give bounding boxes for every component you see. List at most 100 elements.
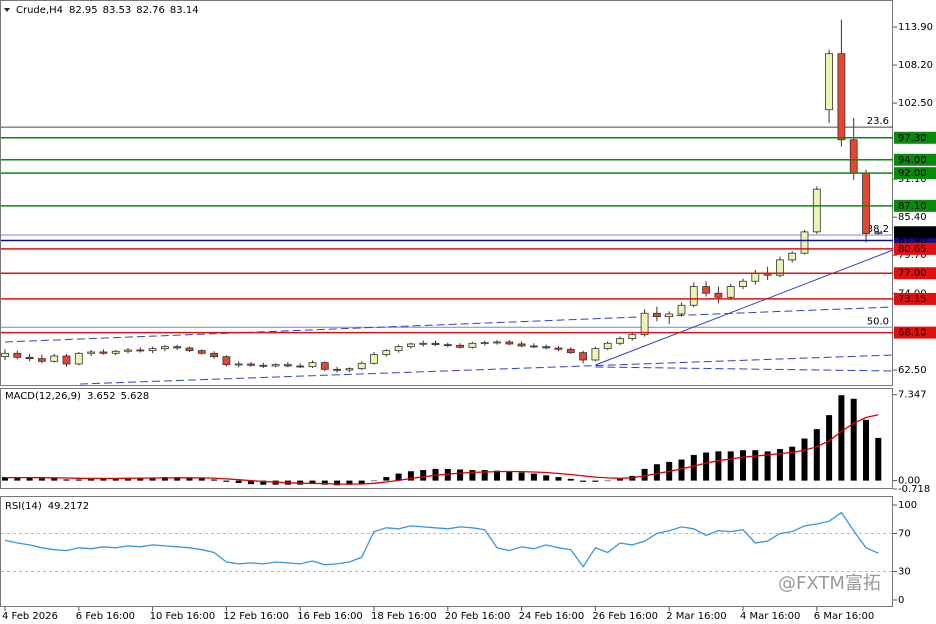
x-tick-label: 20 Feb 16:00: [445, 611, 511, 622]
macd-panel: [0, 388, 893, 489]
rsi-panel: [0, 496, 893, 607]
candle-body: [702, 286, 710, 294]
candle-body: [628, 334, 637, 340]
y-tick-label: 85.40: [898, 212, 927, 223]
level-label: 92.00: [898, 168, 927, 179]
candle-body: [111, 350, 120, 354]
macd-bar: [752, 450, 759, 481]
candle-body: [530, 345, 538, 348]
low: 82.76: [136, 5, 165, 16]
level-box: [894, 167, 936, 180]
rsi-title: RSI(14) 49.2172: [5, 501, 89, 512]
macd-bar: [481, 470, 488, 481]
candle-body: [653, 312, 661, 318]
macd-bar: [469, 470, 476, 481]
macd-bar: [641, 468, 648, 481]
y-tick-label: 0.00: [898, 476, 920, 487]
candle-body: [788, 252, 797, 261]
candle-body: [234, 363, 243, 366]
candle-body: [308, 362, 317, 368]
level-box: [894, 242, 936, 255]
trend-line: [80, 354, 893, 385]
candle-body: [247, 363, 255, 366]
macd-bar: [358, 480, 365, 484]
menu-arrow[interactable]: [4, 8, 10, 12]
candle-body: [591, 348, 600, 361]
level-box: [894, 153, 936, 166]
macd-bar: [334, 480, 341, 486]
candle-body: [665, 313, 674, 318]
candle-body: [394, 346, 403, 352]
candle-body: [197, 350, 206, 354]
trend-line: [595, 366, 893, 372]
candle-body: [148, 348, 157, 352]
y-tick-label: 91.10: [898, 174, 927, 185]
open: 82.95: [69, 5, 98, 16]
macd-bar: [420, 470, 427, 481]
level-box: [894, 292, 936, 305]
candle-body: [517, 343, 526, 347]
candle-body: [468, 342, 477, 348]
candle-body: [677, 304, 686, 315]
level-box: [894, 131, 936, 144]
candle-body: [493, 341, 501, 344]
candle-body: [566, 348, 575, 354]
level-label: 81.90: [898, 236, 927, 247]
macd-bar: [543, 475, 550, 481]
macd-name: MACD(12,26,9): [5, 391, 81, 402]
macd-bar: [653, 464, 660, 481]
candle-body: [456, 344, 465, 348]
x-tick-label: 6 Mar 16:00: [814, 611, 874, 622]
candle-body: [640, 312, 649, 336]
macd-bar: [776, 449, 783, 481]
candle-body: [505, 341, 514, 345]
y-tick-label: 113.90: [898, 22, 933, 33]
level-box: [894, 326, 936, 339]
macd-bar: [690, 454, 697, 481]
x-tick-label: 10 Feb 16:00: [150, 611, 216, 622]
candle-body: [714, 292, 723, 298]
candle-body: [739, 280, 747, 287]
candle-body: [689, 286, 698, 306]
candle-body: [222, 356, 231, 366]
x-tick-label: 24 Feb 16:00: [519, 611, 585, 622]
candle-body: [1, 352, 9, 358]
level-label: 77.00: [898, 268, 927, 279]
candle-body: [124, 349, 132, 352]
candle-body: [419, 342, 428, 345]
candle-body: [370, 354, 378, 364]
macd-bar: [789, 446, 796, 481]
x-tick-label: 6 Feb 16:00: [76, 611, 135, 622]
candle-body: [136, 349, 145, 352]
watermark: @FXTM富拓: [778, 573, 881, 594]
macd-bar: [198, 478, 205, 481]
y-tick-label: 7.347: [898, 390, 927, 401]
candle-body: [603, 342, 612, 350]
candle-body: [357, 362, 366, 370]
candle-body: [283, 364, 292, 367]
candle-body: [616, 338, 624, 344]
candle-body: [406, 343, 415, 348]
macd-bar: [850, 398, 857, 481]
macd-bar: [395, 473, 402, 481]
candle-body: [579, 352, 587, 361]
macd-bar: [248, 480, 254, 485]
macd-bar: [260, 480, 267, 485]
candle-body: [99, 351, 108, 354]
candle-body: [50, 355, 59, 362]
macd-bar: [75, 479, 82, 481]
macd-bar: [678, 459, 685, 481]
macd-bar: [137, 477, 144, 481]
candle-body: [320, 362, 329, 370]
macd-bar: [703, 452, 710, 481]
trend-line: [4, 306, 893, 343]
macd-bar: [444, 468, 451, 481]
level-box: [894, 267, 936, 280]
level-label: 80.65: [898, 244, 927, 255]
x-tick-label: 4 Feb 2026: [2, 611, 58, 622]
macd-value: 3.652: [87, 391, 116, 402]
macd-bar: [88, 478, 95, 481]
y-tick-label: 108.20: [898, 60, 933, 71]
y-tick-label: 62.50: [898, 365, 927, 376]
